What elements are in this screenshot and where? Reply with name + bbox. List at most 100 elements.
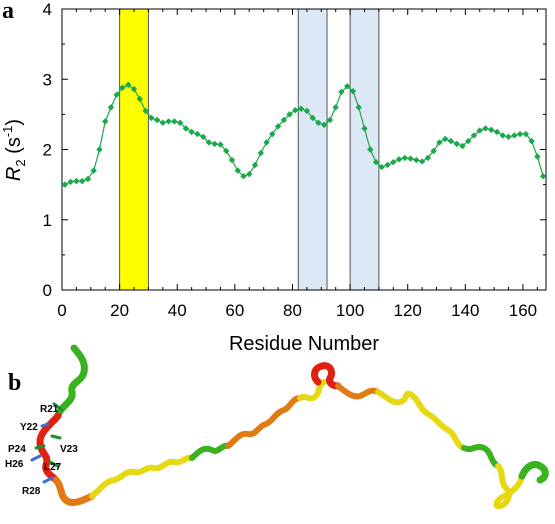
x-tick-label-140: 140 — [451, 301, 479, 320]
data-point — [263, 139, 270, 146]
x-tick-label-60: 60 — [225, 301, 244, 320]
x-tick-label-40: 40 — [168, 301, 187, 320]
backbone-coil-4 — [297, 379, 327, 402]
data-point — [338, 88, 345, 96]
data-point — [240, 172, 247, 180]
data-point — [459, 142, 466, 150]
data-point — [73, 177, 80, 185]
data-point — [223, 147, 230, 155]
data-point — [280, 116, 288, 124]
data-point — [84, 175, 92, 183]
data-point — [153, 116, 161, 124]
axis-ticks: 0 20 40 60 80 100 120 140 160 0 1 2 3 4 — [43, 0, 546, 320]
data-point — [441, 135, 449, 143]
data-point — [257, 149, 264, 157]
backbone-coil-6 — [375, 389, 467, 451]
residue-label-v23: V23 — [60, 444, 78, 455]
x-tick-label-0: 0 — [57, 301, 66, 320]
data-point — [407, 155, 414, 162]
x-tick-label-100: 100 — [336, 301, 364, 320]
data-point — [401, 154, 409, 162]
backbone-coil-1 — [89, 454, 195, 499]
data-point — [142, 107, 149, 115]
data-point — [309, 114, 316, 122]
data-point — [505, 133, 512, 141]
data-point — [228, 156, 236, 164]
data-point — [297, 105, 305, 112]
panel-a-letter: a — [2, 0, 14, 24]
data-point — [113, 91, 120, 98]
backbone-coil-7 — [461, 443, 501, 469]
data-point — [493, 128, 501, 136]
data-point — [67, 178, 74, 186]
data-point — [269, 130, 276, 138]
data-point — [251, 161, 259, 169]
data-point — [430, 147, 437, 155]
residue-label-y22: Y22 — [20, 422, 38, 433]
data-point — [292, 106, 299, 114]
r2-series — [61, 81, 547, 188]
data-point — [315, 119, 322, 127]
data-point — [511, 132, 518, 139]
data-point — [499, 132, 506, 139]
residue-label-p24: P24 — [8, 444, 26, 455]
backbone-cterm-tail — [518, 460, 549, 484]
data-point — [194, 130, 201, 138]
data-point — [476, 127, 483, 134]
residue-label-l27: L27 — [44, 462, 62, 473]
data-point — [528, 137, 535, 145]
data-point — [522, 130, 530, 138]
y-tick-label-2: 2 — [43, 141, 52, 160]
panel-b-letter: b — [8, 370, 22, 396]
highlight-region-2 — [349, 8, 380, 291]
backbone-coil-3 — [225, 395, 303, 449]
data-point — [349, 87, 357, 95]
x-tick-label-20: 20 — [110, 301, 129, 320]
data-point — [159, 119, 167, 127]
data-point — [199, 133, 207, 141]
highlight-region-0 — [119, 8, 149, 291]
data-point — [211, 140, 218, 148]
backbone-red-segment — [36, 412, 62, 484]
data-point — [482, 125, 489, 132]
data-point — [165, 118, 172, 125]
data-point — [61, 181, 69, 188]
backbone-coil-8 — [493, 463, 525, 510]
data-point — [125, 81, 132, 89]
data-point — [234, 167, 241, 174]
data-point — [171, 118, 178, 125]
data-point — [390, 158, 397, 166]
data-point — [355, 104, 362, 111]
x-tick-label-160: 160 — [509, 301, 537, 320]
data-point — [107, 104, 115, 111]
data-point — [217, 141, 224, 148]
residue-label-h26: H26 — [5, 459, 24, 470]
y-tick-label-3: 3 — [43, 70, 52, 89]
data-point — [361, 125, 368, 132]
data-point — [516, 130, 524, 138]
highlight-regions — [119, 8, 380, 291]
data-point — [470, 132, 478, 139]
backbone-coil-5 — [335, 383, 381, 400]
data-point — [395, 156, 403, 163]
data-point — [148, 114, 155, 122]
data-point — [130, 85, 138, 93]
data-point — [367, 146, 374, 153]
data-point — [90, 167, 97, 174]
data-point — [488, 126, 495, 134]
data-point — [136, 95, 143, 103]
data-point — [274, 123, 282, 130]
data-point — [418, 158, 426, 165]
y-tick-label-4: 4 — [43, 0, 52, 19]
backbone-red-apex — [311, 362, 342, 390]
data-point — [372, 158, 380, 166]
data-point — [205, 139, 213, 146]
x-tick-label-80: 80 — [283, 301, 302, 320]
side-chain-sticks — [30, 402, 64, 484]
data-point — [453, 140, 460, 148]
residue-label-r28: R28 — [22, 486, 41, 497]
backbone-coil-2 — [189, 442, 231, 461]
data-point — [182, 125, 190, 132]
data-point — [96, 146, 103, 153]
data-point — [465, 137, 472, 145]
